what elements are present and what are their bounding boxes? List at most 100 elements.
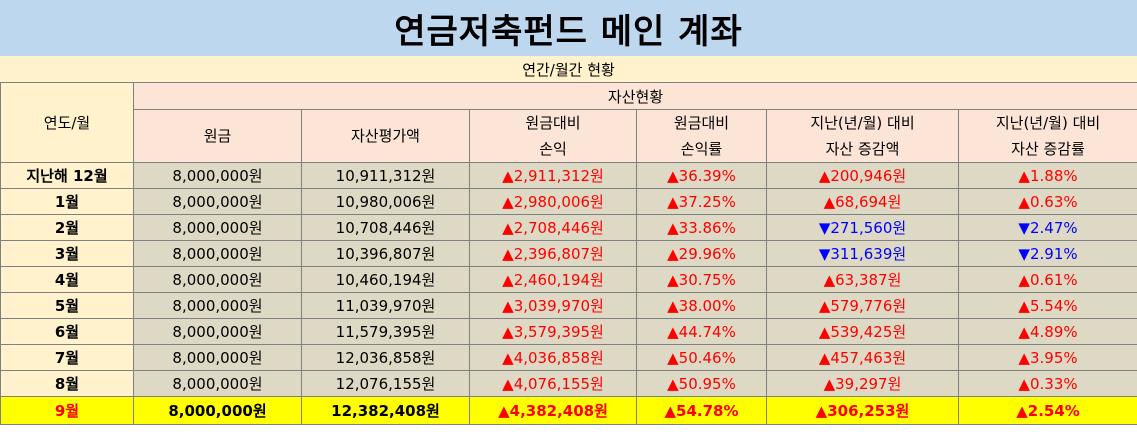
cell-change[interactable]: ▼311,639원	[766, 240, 959, 267]
cell-profit[interactable]: ▲3,039,970원	[469, 292, 637, 319]
cell-change[interactable]: ▲39,297원	[766, 370, 959, 397]
cell-change[interactable]: ▲306,253원	[766, 396, 959, 425]
table-row-current: 9월 8,000,000원 12,382,408원 ▲4,382,408원 ▲54.78…	[0, 396, 1137, 425]
cell-change-rate[interactable]: ▲4.89%	[957, 318, 1137, 345]
cell-change-rate[interactable]: ▲1.88%	[957, 162, 1137, 189]
cell-profit[interactable]: ▲4,382,408원	[469, 396, 637, 425]
cell-principal[interactable]: 8,000,000원	[133, 162, 302, 189]
cell-change-rate[interactable]: ▲0.63%	[957, 188, 1137, 215]
header-principal[interactable]: 원금	[133, 109, 302, 163]
cell-valuation[interactable]: 12,382,408원	[301, 396, 470, 425]
asset-table: 연도/월 자산현황 원금 자산평가액 원금대비 손익 원금대비 손익률 지난(년…	[0, 82, 1137, 425]
cell-change-rate[interactable]: ▲2.54%	[957, 396, 1137, 425]
cell-profit-rate[interactable]: ▲30.75%	[636, 266, 767, 293]
cell-change[interactable]: ▲68,694원	[766, 188, 959, 215]
cell-profit-rate[interactable]: ▲50.95%	[636, 370, 767, 397]
cell-profit-rate[interactable]: ▲36.39%	[636, 162, 767, 189]
cell-month[interactable]: 1월	[0, 188, 134, 215]
header-valuation[interactable]: 자산평가액	[301, 109, 470, 163]
cell-month[interactable]: 9월	[0, 396, 134, 425]
header-profit[interactable]: 원금대비 손익	[469, 109, 637, 163]
table-row: 7월 8,000,000원 12,036,858원 ▲4,036,858원 ▲50.46…	[0, 344, 1137, 371]
table-row: 5월 8,000,000원 11,039,970원 ▲3,039,970원 ▲38.00…	[0, 292, 1137, 319]
cell-month[interactable]: 5월	[0, 292, 134, 319]
cell-valuation[interactable]: 11,579,395원	[301, 318, 470, 345]
cell-change-rate[interactable]: ▲3.95%	[957, 344, 1137, 371]
cell-profit[interactable]: ▲3,579,395원	[469, 318, 637, 345]
cell-profit[interactable]: ▲2,980,006원	[469, 188, 637, 215]
cell-month[interactable]: 2월	[0, 214, 134, 241]
table-row: 2월 8,000,000원 10,708,446원 ▲2,708,446원 ▲33.86…	[0, 214, 1137, 241]
header-change-line1: 지난(년/월) 대비	[810, 114, 915, 132]
cell-change-rate[interactable]: ▲0.61%	[957, 266, 1137, 293]
cell-profit[interactable]: ▲4,036,858원	[469, 344, 637, 371]
cell-month[interactable]: 7월	[0, 344, 134, 371]
header-rate-line2: 손익률	[680, 140, 723, 158]
table-row: 3월 8,000,000원 10,396,807원 ▲2,396,807원 ▲29.96…	[0, 240, 1137, 267]
header-profit-line1: 원금대비	[525, 114, 581, 132]
cell-profit[interactable]: ▲4,076,155원	[469, 370, 637, 397]
header-profit-line2: 손익	[539, 140, 567, 158]
cell-change-rate[interactable]: ▼2.91%	[957, 240, 1137, 267]
sheet-subtitle: 연간/월간 현황	[0, 56, 1137, 83]
header-rate[interactable]: 원금대비 손익률	[636, 109, 767, 163]
cell-profit-rate[interactable]: ▲29.96%	[636, 240, 767, 267]
cell-change-rate[interactable]: ▲0.33%	[957, 370, 1137, 397]
cell-principal[interactable]: 8,000,000원	[133, 370, 302, 397]
cell-month[interactable]: 4월	[0, 266, 134, 293]
header-asset-status[interactable]: 자산현황	[132, 82, 1137, 110]
table-row: 4월 8,000,000원 10,460,194원 ▲2,460,194원 ▲30.75…	[0, 266, 1137, 293]
header-rate-line1: 원금대비	[673, 114, 730, 132]
sheet-title: 연금저축펀드 메인 계좌	[0, 0, 1137, 57]
cell-profit-rate[interactable]: ▲50.46%	[636, 344, 767, 371]
cell-valuation[interactable]: 10,911,312원	[301, 162, 470, 189]
cell-profit-rate[interactable]: ▲44.74%	[636, 318, 767, 345]
cell-profit[interactable]: ▲2,911,312원	[469, 162, 637, 189]
cell-month[interactable]: 지난해 12월	[0, 162, 134, 189]
cell-principal[interactable]: 8,000,000원	[133, 188, 302, 215]
header-year[interactable]: 연도/월	[0, 82, 134, 163]
cell-change-rate[interactable]: ▼2.47%	[957, 214, 1137, 241]
cell-profit-rate[interactable]: ▲33.86%	[636, 214, 767, 241]
cell-principal[interactable]: 8,000,000원	[133, 318, 302, 345]
cell-valuation[interactable]: 10,708,446원	[301, 214, 470, 241]
cell-principal[interactable]: 8,000,000원	[133, 292, 302, 319]
cell-principal[interactable]: 8,000,000원	[133, 266, 302, 293]
cell-month[interactable]: 8월	[0, 370, 134, 397]
cell-valuation[interactable]: 12,036,858원	[301, 344, 470, 371]
cell-month[interactable]: 3월	[0, 240, 134, 267]
cell-principal[interactable]: 8,000,000원	[133, 240, 302, 267]
cell-principal[interactable]: 8,000,000원	[133, 344, 302, 371]
table-row: 지난해 12월 8,000,000원 10,911,312원 ▲2,911,312원 ▲…	[0, 162, 1137, 189]
cell-principal[interactable]: 8,000,000원	[133, 214, 302, 241]
cell-change[interactable]: ▲200,946원	[766, 162, 959, 189]
header-change-line2: 자산 증감액	[825, 140, 900, 158]
cell-change[interactable]: ▲539,425원	[766, 318, 959, 345]
header-change-rate-line2: 자산 증감률	[1011, 140, 1085, 158]
header-change[interactable]: 지난(년/월) 대비 자산 증감액	[766, 109, 959, 163]
cell-profit-rate[interactable]: ▲54.78%	[636, 396, 767, 425]
cell-valuation[interactable]: 11,039,970원	[301, 292, 470, 319]
cell-profit[interactable]: ▲2,460,194원	[469, 266, 637, 293]
cell-change[interactable]: ▲579,776원	[766, 292, 959, 319]
table-row: 1월 8,000,000원 10,980,006원 ▲2,980,006원 ▲37.25…	[0, 188, 1137, 215]
cell-profit[interactable]: ▲2,396,807원	[469, 240, 637, 267]
cell-valuation[interactable]: 10,396,807원	[301, 240, 470, 267]
cell-valuation[interactable]: 10,980,006원	[301, 188, 470, 215]
cell-change[interactable]: ▲457,463원	[766, 344, 959, 371]
cell-profit-rate[interactable]: ▲37.25%	[636, 188, 767, 215]
table-row: 8월 8,000,000원 12,076,155원 ▲4,076,155원 ▲50.95…	[0, 370, 1137, 397]
cell-valuation[interactable]: 10,460,194원	[301, 266, 470, 293]
cell-change[interactable]: ▲63,387원	[766, 266, 959, 293]
table-row: 6월 8,000,000원 11,579,395원 ▲3,579,395원 ▲44.74…	[0, 318, 1137, 345]
cell-principal[interactable]: 8,000,000원	[133, 396, 302, 425]
cell-change-rate[interactable]: ▲5.54%	[957, 292, 1137, 319]
cell-change[interactable]: ▼271,560원	[766, 214, 959, 241]
header-change-rate-line1: 지난(년/월) 대비	[995, 114, 1101, 132]
cell-month[interactable]: 6월	[0, 318, 134, 345]
header-change-rate[interactable]: 지난(년/월) 대비 자산 증감률	[957, 109, 1137, 163]
cell-valuation[interactable]: 12,076,155원	[301, 370, 470, 397]
cell-profit[interactable]: ▲2,708,446원	[469, 214, 637, 241]
cell-profit-rate[interactable]: ▲38.00%	[636, 292, 767, 319]
